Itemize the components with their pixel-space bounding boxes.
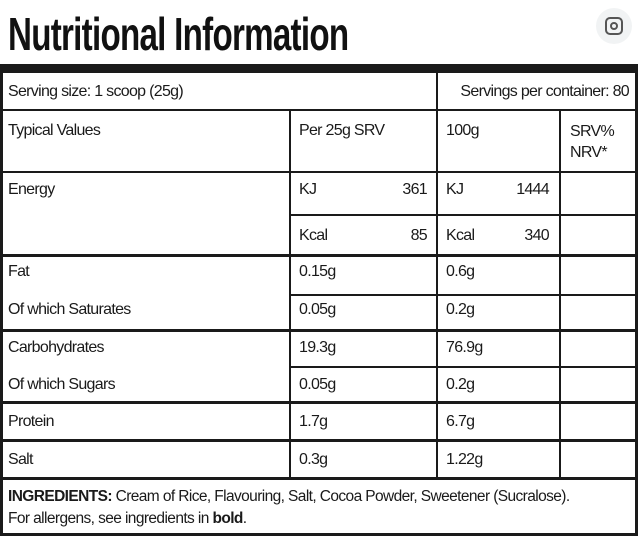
cell-text: KJ bbox=[446, 181, 464, 198]
ingredients-list: Cream of Rice, Flavouring, Salt, Cocoa P… bbox=[115, 488, 571, 505]
cell-text: Protein bbox=[8, 413, 54, 430]
rule bbox=[0, 171, 638, 173]
cell-text: 19.3g bbox=[299, 339, 336, 356]
rule bbox=[290, 214, 638, 216]
rule bbox=[0, 439, 638, 442]
cell-text: Per 25g SRV bbox=[299, 122, 385, 139]
cell-text: 85 bbox=[410, 227, 428, 244]
rule bbox=[635, 64, 638, 536]
cell-text: 0.15g bbox=[299, 263, 336, 280]
rule bbox=[290, 294, 638, 296]
cell-text: 1.7g bbox=[299, 413, 328, 430]
cell-text: 0.05g bbox=[299, 376, 336, 393]
cell-text: 361 bbox=[402, 181, 427, 198]
cell-text: Of which Sugars bbox=[8, 376, 116, 393]
rule bbox=[0, 329, 638, 332]
cell-text: Typical Values bbox=[8, 122, 101, 139]
rule bbox=[436, 110, 438, 478]
cell-text: 76.9g bbox=[446, 339, 483, 356]
rule bbox=[0, 533, 638, 536]
ingredients-heading: INGREDIENTS: bbox=[8, 488, 112, 505]
cell-text: SRV% NRV* bbox=[570, 123, 615, 161]
cell-text: Energy bbox=[8, 181, 55, 198]
cell-text: Serving size: 1 scoop (25g) bbox=[8, 83, 184, 100]
cell-text: 0.2g bbox=[446, 376, 475, 393]
rule bbox=[0, 64, 3, 536]
allergen-note: For allergens, see ingredients in bbox=[8, 510, 209, 527]
cell-text: Fat bbox=[8, 263, 30, 280]
rule bbox=[289, 110, 291, 478]
rule bbox=[0, 254, 638, 257]
rule bbox=[0, 401, 638, 404]
allergen-bold: bold bbox=[212, 510, 243, 527]
rule bbox=[290, 366, 638, 368]
cell-text: 0.05g bbox=[299, 301, 336, 318]
rule bbox=[0, 109, 638, 111]
cell-text: Servings per container: 80 bbox=[460, 83, 629, 100]
cell-text: 100g bbox=[446, 122, 479, 139]
cell-text: 6.7g bbox=[446, 413, 475, 430]
cell-text: 0.3g bbox=[299, 451, 328, 468]
cell-text: Salt bbox=[8, 451, 33, 468]
allergen-suffix: . bbox=[242, 510, 247, 527]
cell-text: 0.6g bbox=[446, 263, 475, 280]
ingredients: INGREDIENTS: Cream of Rice, Flavouring, … bbox=[8, 486, 570, 530]
cell-text: 1444 bbox=[516, 181, 549, 198]
cell-text: 340 bbox=[524, 227, 549, 244]
rule bbox=[559, 110, 561, 478]
cell-text: Kcal bbox=[299, 227, 328, 244]
rule bbox=[0, 64, 638, 73]
cell-text: Carbohydrates bbox=[8, 339, 105, 356]
cell-text: Kcal bbox=[446, 227, 475, 244]
rule bbox=[436, 73, 438, 110]
cell-text: 1.22g bbox=[446, 451, 483, 468]
cell-text: KJ bbox=[299, 181, 317, 198]
cell-text: Of which Saturates bbox=[8, 301, 131, 318]
title: Nutritional Information bbox=[8, 8, 349, 60]
lens-icon[interactable] bbox=[594, 6, 634, 46]
cell-text: 0.2g bbox=[446, 301, 475, 318]
rule bbox=[0, 477, 638, 480]
